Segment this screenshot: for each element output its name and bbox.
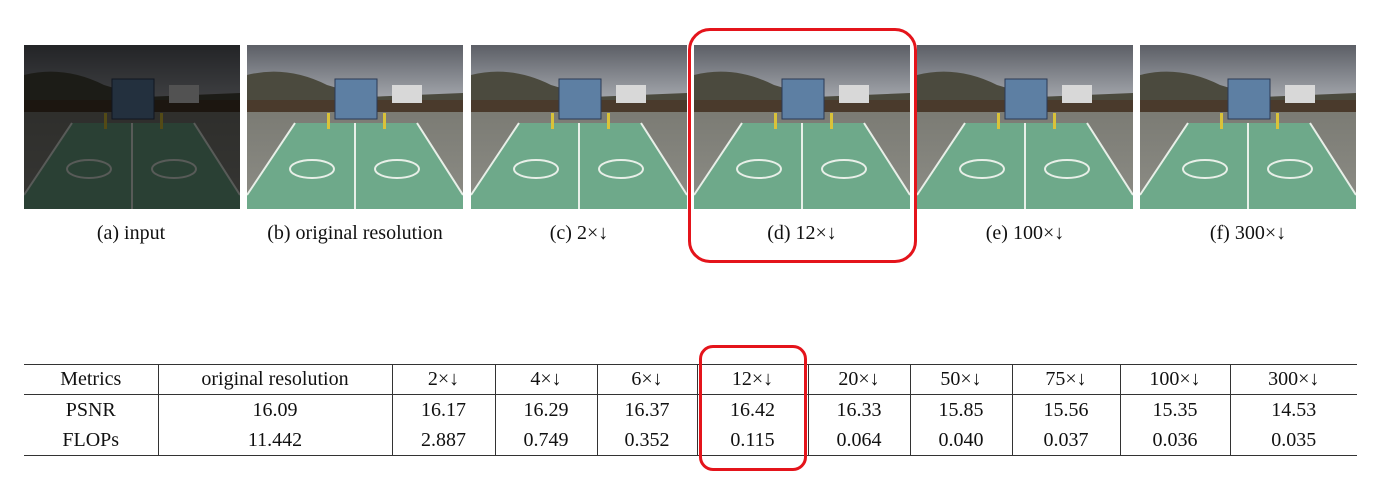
table-cell: 0.035 <box>1229 425 1357 456</box>
caption: (b) original resolution <box>267 222 443 244</box>
table-cell: 16.33 <box>807 394 910 425</box>
image-input <box>24 45 240 209</box>
image-300x <box>1140 45 1356 209</box>
table-cell: 15.85 <box>909 394 1012 425</box>
table-cell: 0.115 <box>696 425 808 456</box>
caption: (a) input <box>96 222 166 244</box>
caption: (d) 12×↓ <box>767 222 837 244</box>
table-cell: 16.37 <box>596 394 697 425</box>
table-row: FLOPs 11.442 2.887 0.749 0.352 0.115 0.064 0.04… <box>24 425 1357 456</box>
highlight-box <box>699 345 807 471</box>
image-original <box>247 45 463 209</box>
table-cell: 16.29 <box>494 394 597 425</box>
table-cell: 0.037 <box>1011 425 1120 456</box>
header-cell: Metrics <box>24 364 158 395</box>
table-cell: 16.42 <box>696 394 808 425</box>
header-cell: original resolution <box>157 364 392 395</box>
figure-images <box>24 45 1356 209</box>
table-cell: 0.352 <box>596 425 697 456</box>
table-cell: 15.56 <box>1011 394 1120 425</box>
caption: (e) 100×↓ <box>985 222 1065 244</box>
header-cell: 100×↓ <box>1119 364 1230 395</box>
header-cell: 2×↓ <box>391 364 495 395</box>
table-cell: 0.749 <box>494 425 597 456</box>
header-cell: 20×↓ <box>807 364 910 395</box>
table-cell: 0.036 <box>1119 425 1230 456</box>
caption: (f) 300×↓ <box>1209 222 1287 244</box>
header-cell: 75×↓ <box>1011 364 1120 395</box>
caption: (c) 2×↓ <box>549 222 609 244</box>
header-cell: 6×↓ <box>596 364 697 395</box>
table-cell: 0.064 <box>807 425 910 456</box>
image-100x <box>917 45 1133 209</box>
table-row: PSNR 16.09 16.17 16.29 16.37 16.42 16.33 15.85 1… <box>24 394 1357 425</box>
header-cell: 50×↓ <box>909 364 1012 395</box>
header-cell: 4×↓ <box>494 364 597 395</box>
image-2x <box>471 45 687 209</box>
table-cell: 14.53 <box>1229 394 1357 425</box>
header-cell: 300×↓ <box>1229 364 1357 395</box>
header-cell: 12×↓ <box>696 364 808 395</box>
table-cell: 16.09 <box>157 394 392 425</box>
highlight-box <box>688 28 917 263</box>
table-cell: 16.17 <box>391 394 495 425</box>
table-cell: 0.040 <box>909 425 1012 456</box>
table-cell: FLOPs <box>62 429 120 451</box>
table-cell: 2.887 <box>391 425 495 456</box>
table-cell: 11.442 <box>157 425 392 456</box>
table-cell: 15.35 <box>1119 394 1230 425</box>
table-cell: PSNR <box>65 399 116 421</box>
results-table: Metrics original resolution 2×↓ 4×↓ 6×↓ 12×↓ 2… <box>24 364 1357 456</box>
